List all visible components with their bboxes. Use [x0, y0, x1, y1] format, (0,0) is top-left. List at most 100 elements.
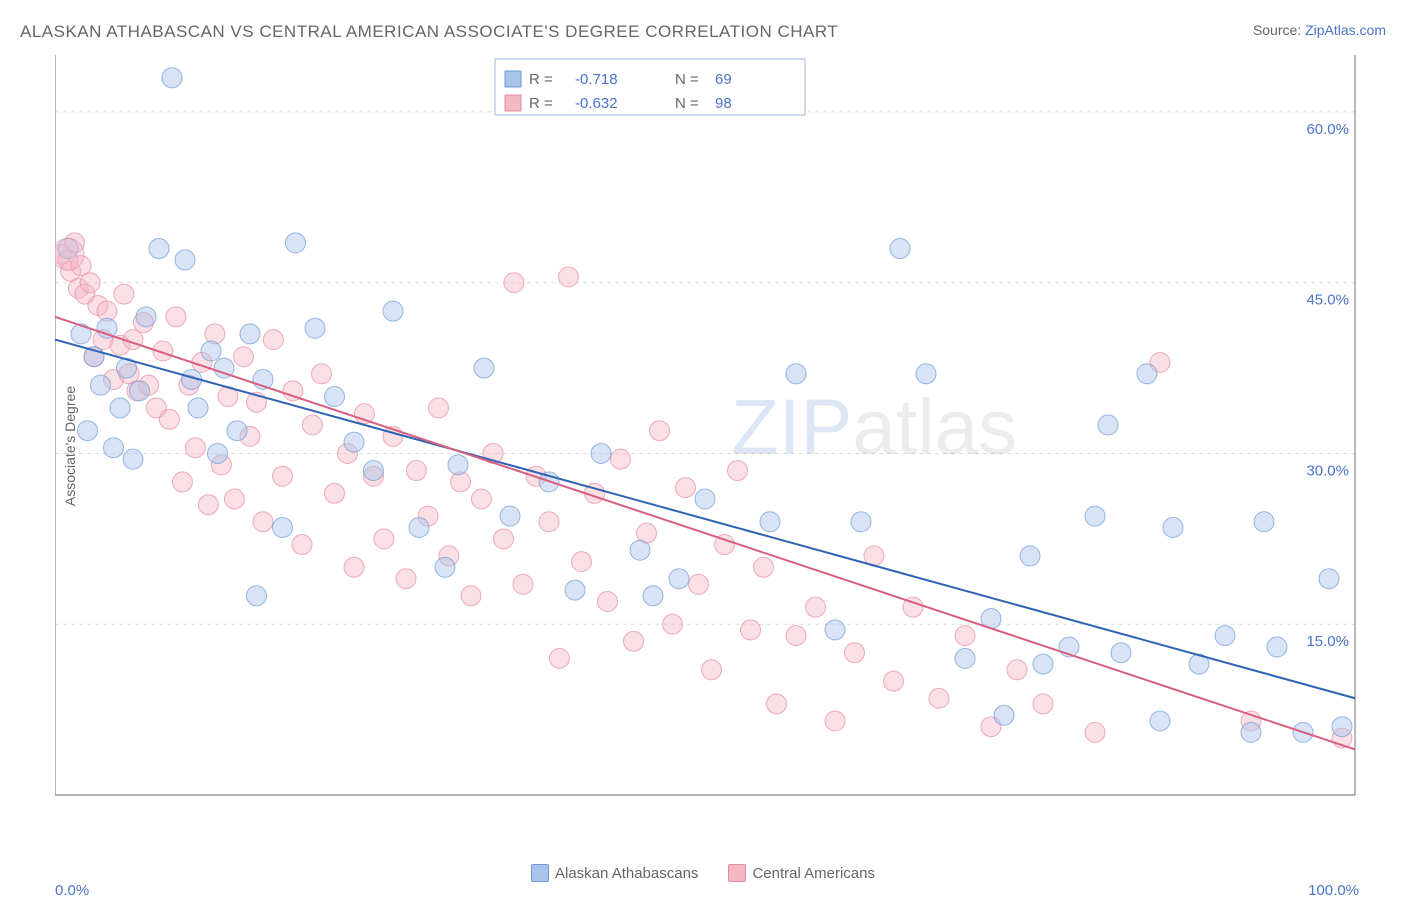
data-point	[929, 688, 949, 708]
data-point	[208, 443, 228, 463]
data-point	[559, 267, 579, 287]
legend-n-label: N =	[675, 95, 699, 112]
legend-swatch	[728, 864, 746, 882]
legend-swatch	[505, 71, 521, 87]
data-point	[201, 341, 221, 361]
data-point	[136, 307, 156, 327]
data-point	[91, 375, 111, 395]
legend-n-value: 98	[715, 95, 732, 112]
data-point	[786, 626, 806, 646]
data-point	[130, 381, 150, 401]
data-point	[676, 478, 696, 498]
data-point	[611, 449, 631, 469]
data-point	[1033, 654, 1053, 674]
source-link[interactable]: ZipAtlas.com	[1305, 22, 1386, 38]
data-point	[461, 586, 481, 606]
data-point	[494, 529, 514, 549]
data-point	[1150, 711, 1170, 731]
data-point	[539, 512, 559, 532]
data-point	[429, 398, 449, 418]
data-point	[1163, 517, 1183, 537]
trend-line	[55, 317, 1355, 750]
data-point	[1007, 660, 1027, 680]
data-point	[110, 398, 130, 418]
source-attribution: Source: ZipAtlas.com	[1253, 22, 1386, 38]
data-point	[1137, 364, 1157, 384]
y-tick-label: 60.0%	[1306, 121, 1349, 138]
data-point	[572, 552, 592, 572]
data-point	[1033, 694, 1053, 714]
data-point	[198, 495, 218, 515]
data-point	[114, 284, 134, 304]
data-point	[1085, 722, 1105, 742]
y-tick-label: 45.0%	[1306, 292, 1349, 309]
data-point	[513, 574, 533, 594]
data-point	[504, 273, 524, 293]
data-point	[302, 415, 322, 435]
data-point	[55, 238, 84, 270]
data-point	[565, 580, 585, 600]
data-point	[591, 443, 611, 463]
data-point	[374, 529, 394, 549]
data-point	[851, 512, 871, 532]
chart-title: ALASKAN ATHABASCAN VS CENTRAL AMERICAN A…	[20, 22, 838, 42]
data-point	[253, 512, 273, 532]
data-point	[305, 318, 325, 338]
data-point	[663, 614, 683, 634]
data-point	[1098, 415, 1118, 435]
data-point	[1267, 637, 1287, 657]
data-point	[364, 461, 384, 481]
data-point	[471, 489, 491, 509]
data-point	[396, 569, 416, 589]
data-point	[728, 461, 748, 481]
data-point	[1241, 722, 1261, 742]
data-point	[689, 574, 709, 594]
legend-n-value: 69	[715, 71, 732, 88]
data-point	[1319, 569, 1339, 589]
data-point	[205, 324, 225, 344]
data-point	[448, 455, 468, 475]
data-point	[325, 483, 345, 503]
data-point	[247, 586, 267, 606]
data-point	[1332, 717, 1352, 737]
legend-swatch	[531, 864, 549, 882]
data-point	[159, 409, 179, 429]
data-point	[669, 569, 689, 589]
data-point	[406, 461, 426, 481]
x-axis-max-label: 100.0%	[1308, 882, 1359, 899]
data-point	[80, 273, 100, 293]
data-point	[162, 68, 182, 88]
data-point	[273, 517, 293, 537]
data-point	[695, 489, 715, 509]
data-point	[643, 586, 663, 606]
data-point	[185, 438, 205, 458]
data-point	[955, 648, 975, 668]
source-label: Source:	[1253, 22, 1301, 38]
data-point	[312, 364, 332, 384]
data-point	[188, 398, 208, 418]
data-point	[650, 421, 670, 441]
data-point	[172, 472, 192, 492]
legend-label: Central Americans	[752, 865, 875, 882]
data-point	[166, 307, 186, 327]
legend-swatch	[505, 95, 521, 111]
x-axis-min-label: 0.0%	[55, 882, 89, 899]
data-point	[916, 364, 936, 384]
bottom-legend: Alaskan Athabascans Central Americans	[531, 864, 875, 882]
data-point	[383, 301, 403, 321]
data-point	[890, 239, 910, 259]
legend-label: Alaskan Athabascans	[555, 865, 698, 882]
data-point	[806, 597, 826, 617]
data-point	[702, 660, 722, 680]
data-point	[630, 540, 650, 560]
data-point	[227, 421, 247, 441]
y-tick-label: 15.0%	[1306, 633, 1349, 650]
data-point	[97, 318, 117, 338]
data-point	[234, 347, 254, 367]
data-point	[344, 557, 364, 577]
data-point	[78, 421, 98, 441]
data-point	[845, 643, 865, 663]
data-point	[104, 438, 124, 458]
legend-r-value: -0.718	[575, 71, 618, 88]
data-point	[240, 324, 260, 344]
